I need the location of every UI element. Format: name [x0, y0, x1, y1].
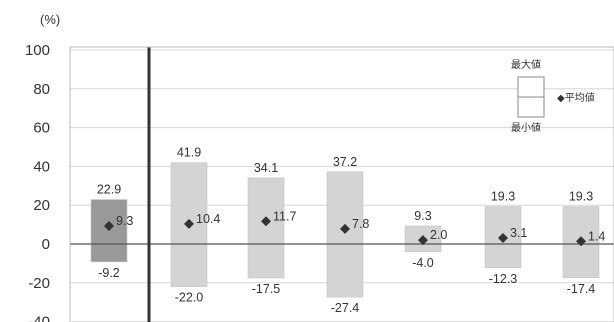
min-value-label: -4.0 — [412, 256, 434, 270]
avg-value-label: 2.0 — [430, 228, 447, 242]
y-tick-labels: -40 -20 0 20 40 60 80 100 — [25, 42, 50, 322]
average-marker — [104, 220, 114, 231]
max-value-label: 41.9 — [177, 146, 201, 160]
y-tick-label: -40 — [28, 314, 50, 322]
max-value-label: 19.3 — [491, 190, 515, 204]
y-tick-label: 0 — [42, 236, 50, 253]
max-value-label: 19.3 — [569, 190, 593, 204]
range-bar — [326, 171, 364, 298]
plot-frame — [69, 46, 614, 322]
max-value-label: 22.9 — [97, 183, 121, 197]
avg-value-label: 3.1 — [510, 226, 527, 240]
average-marker — [261, 216, 271, 227]
avg-value-label: 7.8 — [352, 217, 369, 231]
average-markers — [104, 216, 586, 247]
y-tick-label: 40 — [33, 158, 50, 175]
legend: 最大値 ◆平均値 最小値 — [511, 58, 595, 134]
range-bar — [247, 177, 285, 279]
average-marker — [340, 223, 350, 234]
y-tick-label: -20 — [28, 275, 50, 292]
max-value-label: 37.2 — [333, 155, 357, 169]
y-tick-label: 100 — [25, 42, 50, 59]
y-tick-label: 60 — [33, 120, 50, 137]
legend-avg-label: ◆平均値 — [557, 91, 595, 104]
min-value-label: -27.4 — [331, 301, 360, 315]
avg-value-label: 11.7 — [273, 209, 296, 223]
min-value-label: -9.2 — [98, 266, 120, 280]
min-value-label: -12.3 — [489, 272, 518, 286]
average-marker — [576, 236, 586, 247]
min-value-label: -17.5 — [252, 282, 281, 296]
legend-min-label: 最小値 — [511, 121, 541, 134]
legend-max-label: 最大値 — [511, 58, 541, 71]
avg-value-label: 1.4 — [588, 229, 605, 243]
min-value-label: -17.4 — [567, 282, 596, 296]
min-value-label: -22.0 — [175, 291, 204, 305]
max-value-label: 9.3 — [414, 209, 431, 223]
average-marker — [418, 235, 428, 246]
max-value-label: 34.1 — [254, 161, 278, 175]
average-marker — [498, 232, 508, 243]
avg-value-label: 9.3 — [116, 214, 133, 228]
avg-value-label: 10.4 — [196, 212, 220, 226]
y-unit-label: (%) — [40, 12, 60, 27]
data-labels: 22.9 -9.2 9.3 41.9 -22.0 10.4 34.1 -17.5 11.7 37.… — [97, 146, 606, 315]
y-tick-label: 20 — [33, 197, 50, 214]
y-tick-label: 80 — [33, 81, 50, 98]
average-marker — [184, 218, 194, 229]
